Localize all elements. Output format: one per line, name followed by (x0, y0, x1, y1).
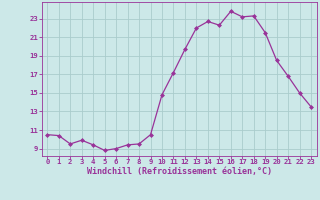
X-axis label: Windchill (Refroidissement éolien,°C): Windchill (Refroidissement éolien,°C) (87, 167, 272, 176)
